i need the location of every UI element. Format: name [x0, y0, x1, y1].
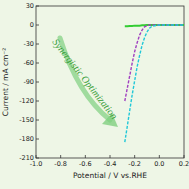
- x-tick-label: -0.6: [79, 160, 92, 168]
- annotation: Synergistic Optimization: [50, 36, 119, 121]
- y-tick: [36, 25, 39, 26]
- chart: -1.0-0.8-0.6-0.4-0.20.00.2300-30-60-90-1…: [0, 0, 189, 189]
- x-tick: [36, 155, 37, 158]
- y-tick: [36, 44, 39, 45]
- y-tick-label: -150: [19, 116, 34, 124]
- series-group: [125, 25, 184, 142]
- y-tick-label: 30: [26, 2, 34, 10]
- y-tick-label: -120: [19, 97, 34, 105]
- y-tick: [36, 6, 39, 7]
- x-tick: [184, 155, 185, 158]
- x-tick: [85, 155, 86, 158]
- y-tick: [36, 101, 39, 102]
- x-tick: [110, 155, 111, 158]
- y-axis-label: Current / mA cm⁻²: [1, 48, 10, 117]
- y-tick-label: -180: [19, 135, 34, 143]
- y-tick: [36, 82, 39, 83]
- y-tick-label: -210: [19, 154, 34, 162]
- x-tick-label: -0.4: [104, 160, 117, 168]
- y-tick: [36, 158, 39, 159]
- y-tick: [36, 63, 39, 64]
- x-tick-label: -0.8: [54, 160, 67, 168]
- x-tick: [134, 155, 135, 158]
- x-tick: [60, 155, 61, 158]
- plot-frame: [36, 6, 184, 158]
- x-tick: [159, 155, 160, 158]
- x-axis-label: Potential / V vs.RHE: [73, 171, 147, 180]
- y-tick-label: -90: [23, 78, 34, 86]
- x-tick-label: 0.0: [154, 160, 164, 168]
- y-tick: [36, 120, 39, 121]
- y-tick: [36, 139, 39, 140]
- series-line: [125, 25, 184, 101]
- y-tick-label: 0: [30, 21, 34, 29]
- series-line: [125, 25, 184, 142]
- x-tick-label: -0.2: [128, 160, 141, 168]
- y-tick-label: -60: [23, 59, 34, 67]
- x-tick-label: 0.2: [179, 160, 189, 168]
- y-tick-label: -30: [23, 40, 34, 48]
